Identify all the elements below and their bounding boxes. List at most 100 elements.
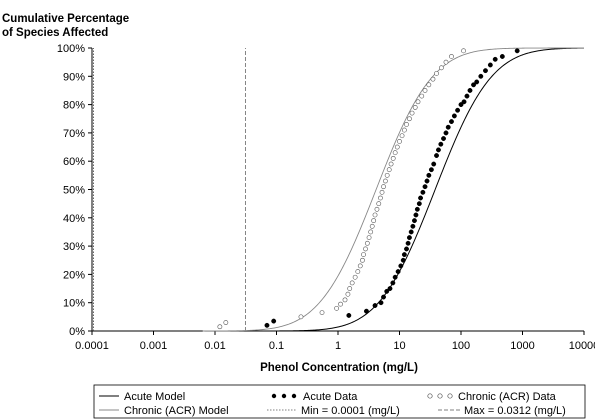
x-tick-label: 0.01 bbox=[204, 340, 225, 352]
legend-min-line-label: Min = 0.0001 (mg/L) bbox=[301, 405, 400, 417]
legend-acute-model-label: Acute Model bbox=[124, 391, 185, 403]
chronic-data-point bbox=[342, 297, 348, 303]
x-tick-label: 0.1 bbox=[269, 340, 284, 352]
acute-data-point bbox=[404, 246, 409, 252]
y-tick-label: 0% bbox=[69, 326, 85, 338]
acute-data-point bbox=[471, 82, 476, 88]
acute-data-point bbox=[431, 161, 437, 167]
x-axis: 0.0001 0.001 0.01 0.1 1 10 100 1000 10000 bbox=[75, 330, 595, 352]
legend-acute-data-marker bbox=[271, 393, 277, 399]
acute-data-point bbox=[455, 107, 461, 113]
y-tick-label: 100% bbox=[57, 43, 85, 55]
chronic-data-point bbox=[422, 88, 428, 93]
chronic-data-point bbox=[397, 138, 402, 144]
chronic-data-point bbox=[378, 195, 383, 201]
acute-data-point bbox=[443, 130, 449, 136]
acute-data-point bbox=[434, 153, 439, 158]
acute-data-point bbox=[271, 318, 277, 324]
acute-data-point bbox=[426, 172, 432, 178]
chronic-data-point bbox=[366, 235, 372, 241]
legend-box bbox=[93, 384, 586, 419]
x-tick-label: 0.0001 bbox=[75, 340, 109, 352]
acute-data-point bbox=[408, 229, 414, 235]
chronic-data-point bbox=[357, 263, 363, 269]
acute-data-point bbox=[363, 308, 369, 314]
chronic-data-point bbox=[412, 105, 418, 110]
chronic-data-point bbox=[407, 116, 412, 122]
chronic-data-point bbox=[461, 48, 466, 54]
acute-data-point bbox=[422, 184, 428, 190]
plot-area: 0% 10% 20% 30% 40% 50% 60% 70% 80% 90% 100% 0.0001… bbox=[57, 43, 595, 352]
y-tick-label: 40% bbox=[63, 213, 85, 225]
acute-data-point bbox=[413, 212, 419, 218]
legend-acute-data-marker bbox=[281, 393, 287, 399]
x-tick-label: 1 bbox=[335, 340, 341, 352]
acute-data-point bbox=[346, 312, 352, 318]
acute-data-point bbox=[445, 124, 451, 130]
acute-model-curve bbox=[202, 47, 585, 332]
acute-data-point bbox=[451, 113, 457, 119]
acute-data-point bbox=[441, 136, 446, 142]
acute-data-point bbox=[384, 288, 390, 294]
acute-data-point bbox=[414, 206, 420, 212]
chronic-data-point bbox=[443, 59, 449, 65]
acute-data-point bbox=[264, 322, 270, 328]
chronic-data-point bbox=[371, 218, 377, 224]
chronic-data-point bbox=[394, 144, 400, 150]
chronic-data-point bbox=[319, 310, 325, 316]
acute-data-point bbox=[467, 88, 473, 93]
legend-max-line-label: Max = 0.0312 (mg/L) bbox=[464, 405, 566, 417]
legend-acute-data-label: Acute Data bbox=[303, 391, 358, 403]
acute-data-point bbox=[487, 62, 493, 68]
acute-data-point bbox=[464, 93, 470, 99]
chronic-data-point bbox=[298, 314, 304, 320]
y-tick-label: 70% bbox=[63, 128, 85, 140]
acute-data-point bbox=[400, 257, 406, 263]
chronic-data-point bbox=[404, 122, 409, 127]
acute-data-point bbox=[492, 56, 498, 62]
acute-data-point bbox=[424, 178, 430, 184]
acute-data-point bbox=[474, 79, 480, 85]
chronic-data-point bbox=[345, 291, 351, 297]
acute-data-point bbox=[406, 235, 412, 241]
acute-data-point bbox=[378, 300, 384, 306]
y-tick-label: 90% bbox=[63, 71, 85, 83]
chronic-model-curve bbox=[202, 47, 584, 332]
chronic-data-point bbox=[426, 82, 432, 88]
chronic-data-point bbox=[381, 184, 386, 190]
legend-chronic-model-label: Chronic (ACR) Model bbox=[124, 405, 229, 417]
chronic-data-point bbox=[352, 274, 358, 280]
chronic-data-point bbox=[360, 257, 365, 263]
acute-data-point bbox=[478, 73, 484, 79]
chronic-data-point bbox=[374, 206, 380, 212]
x-tick-label: 0.001 bbox=[140, 340, 168, 352]
acute-data-point bbox=[387, 286, 393, 291]
acute-data-point bbox=[483, 68, 488, 74]
chart-subtitle: of Species Affected bbox=[2, 27, 108, 39]
model-curves bbox=[202, 47, 585, 332]
chronic-data-point bbox=[364, 240, 370, 246]
acute-data-point bbox=[381, 294, 386, 300]
acute-data-point bbox=[499, 54, 505, 59]
chart-title: Cumulative Percentage bbox=[2, 13, 129, 25]
acute-data-point bbox=[398, 263, 404, 269]
acute-data-point bbox=[449, 119, 454, 125]
chronic-data-point bbox=[384, 172, 390, 178]
chronic-data-point bbox=[388, 161, 394, 167]
chronic-data-point bbox=[419, 93, 425, 99]
y-tick-label: 50% bbox=[63, 185, 85, 197]
x-tick-label: 100 bbox=[452, 340, 470, 352]
acute-data-point bbox=[401, 252, 407, 258]
legend-chronic-data-label: Chronic (ACR) Data bbox=[458, 391, 557, 403]
legend: Acute Model Chronic (ACR) Model Acute Da… bbox=[93, 384, 586, 419]
chronic-data-point bbox=[390, 155, 396, 161]
chronic-data-point bbox=[363, 246, 368, 252]
chronic-data-point bbox=[409, 110, 415, 116]
chronic-data-point bbox=[399, 133, 405, 139]
acute-data-point bbox=[438, 141, 444, 147]
chronic-data-point bbox=[368, 229, 374, 235]
chronic-data-point bbox=[217, 324, 223, 330]
chronic-data-point bbox=[379, 189, 385, 195]
chronic-data-point bbox=[361, 252, 366, 257]
acute-data-point bbox=[410, 223, 416, 229]
